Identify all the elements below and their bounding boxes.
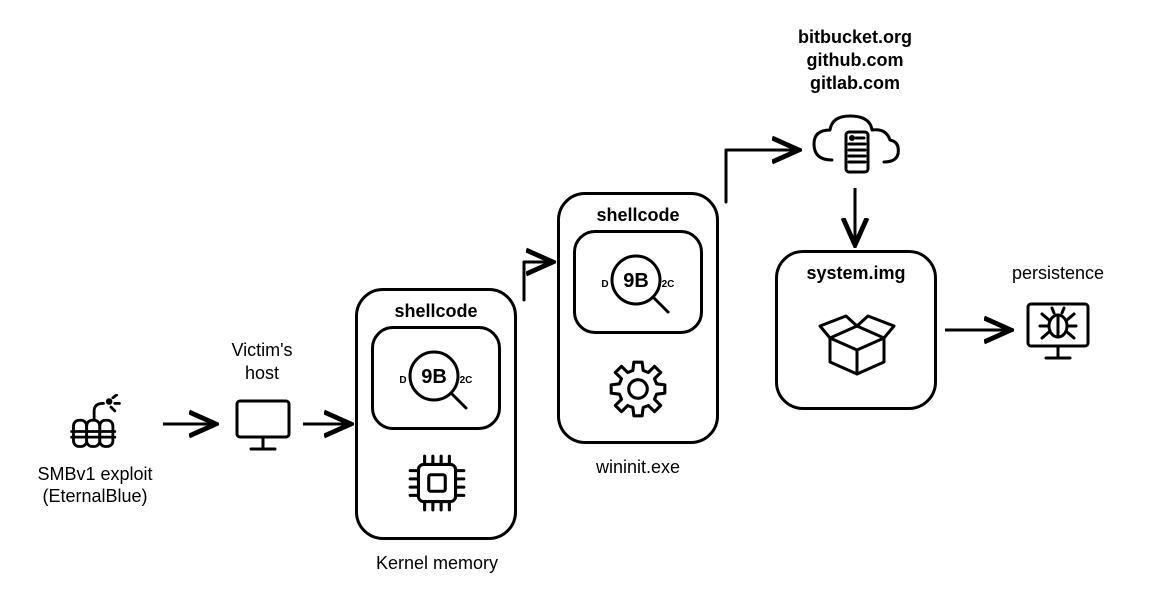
svg-text:9B: 9B xyxy=(421,366,447,388)
chip-icon xyxy=(404,450,470,516)
monitor-icon xyxy=(231,393,295,457)
magnify-code-icon: 9B D 2C xyxy=(396,342,476,416)
system-img-title: system.img xyxy=(796,262,916,285)
cloud-server-icon xyxy=(808,110,904,180)
exploit-label-l2: (EternalBlue) xyxy=(33,485,157,508)
edge-a4 xyxy=(726,150,796,202)
svg-text:2C: 2C xyxy=(460,375,473,386)
cloud-label-2: github.com xyxy=(790,49,920,72)
victim-label: Victim's host xyxy=(222,339,302,384)
exploit-label-l1: SMBv1 exploit xyxy=(33,463,157,486)
cloud-label-1: bitbucket.org xyxy=(790,26,920,49)
svg-text:D: D xyxy=(601,279,608,290)
svg-text:D: D xyxy=(399,375,406,386)
kernel-caption: Kernel memory xyxy=(362,552,512,575)
bomb-icon xyxy=(66,394,126,454)
svg-text:2C: 2C xyxy=(662,279,675,290)
persistence-label: persistence xyxy=(1003,262,1113,285)
gear-icon xyxy=(605,356,671,422)
kernel-title: shellcode xyxy=(376,300,496,323)
open-box-icon xyxy=(818,304,896,382)
bug-monitor-icon xyxy=(1022,296,1094,368)
edge-a3 xyxy=(524,262,550,300)
svg-text:9B: 9B xyxy=(623,270,649,292)
cloud-label-3: gitlab.com xyxy=(790,72,920,95)
wininit-caption: wininit.exe xyxy=(578,456,698,479)
wininit-title: shellcode xyxy=(578,204,698,227)
magnify-code-icon-2: 9B D 2C xyxy=(598,246,678,320)
